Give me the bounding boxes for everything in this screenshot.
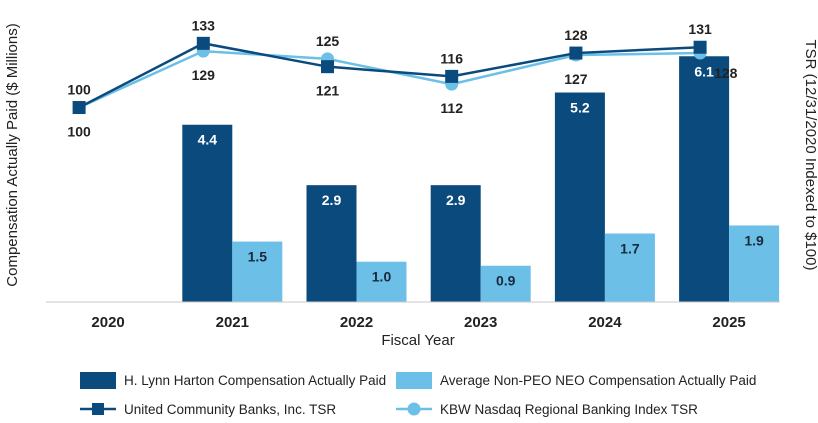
point-label-kbw-tsr-2022: 125 — [316, 33, 340, 49]
point-label-kbw-tsr-2024: 127 — [564, 71, 588, 87]
point-label-ucb-tsr-2025: 131 — [688, 21, 712, 37]
legend-label-harton-cap: H. Lynn Harton Compensation Actually Pai… — [124, 373, 386, 388]
point-label-ucb-tsr-2024: 128 — [564, 27, 588, 43]
bar-neo-2023 — [480, 265, 531, 302]
point-ucb-tsr-2024 — [569, 46, 583, 60]
x-tick-2023: 2023 — [464, 314, 497, 331]
legend-label-kbw-tsr: KBW Nasdaq Regional Banking Index TSR — [440, 402, 698, 417]
bar-harton-2024 — [554, 92, 605, 302]
bars-layer: 4.4 2.9 2.9 5.2 6.1 1.5 1.0 0.9 1.7 1.9 — [182, 56, 780, 302]
point-ucb-tsr-2020 — [72, 101, 86, 115]
bar-label-harton-2023: 2.9 — [446, 192, 466, 208]
bar-harton-2023 — [430, 185, 481, 302]
point-label-ucb-tsr-2021: 133 — [192, 17, 216, 33]
legend-marker-kbw-tsr — [396, 402, 432, 416]
point-ucb-tsr-2022 — [321, 60, 334, 74]
bar-label-harton-2024: 5.2 — [570, 100, 590, 116]
bar-label-neo-2024: 1.7 — [620, 241, 640, 257]
line-ucb-tsr — [78, 42, 701, 109]
point-label-kbw-tsr-2021: 129 — [192, 67, 216, 83]
bar-harton-2021 — [182, 124, 233, 302]
bar-label-harton-2021: 4.4 — [198, 132, 218, 148]
x-tick-2024: 2024 — [588, 314, 622, 331]
bar-neo-2024 — [604, 233, 655, 302]
lines-layer: 100 133 121 116 128 131 100 129 125 112 127 128 — [67, 17, 737, 139]
legend-label-neo-cap: Average Non-PEO NEO Compensation Actuall… — [440, 373, 756, 388]
left-axis-title: Compensation Actually Paid ($ Millions) — [4, 23, 21, 286]
bar-neo-2022 — [356, 261, 407, 302]
bar-harton-2022 — [306, 185, 357, 302]
point-ucb-tsr-2021 — [196, 36, 210, 50]
right-axis-title: TSR (12/31/2020 Indexed to $100) — [802, 40, 818, 271]
bar-label-harton-2022: 2.9 — [322, 192, 342, 208]
point-label-kbw-tsr-2020: 100 — [67, 124, 91, 140]
legend-swatch-harton-cap — [80, 372, 116, 389]
x-tick-2025: 2025 — [712, 314, 745, 331]
bar-label-neo-2025: 1.9 — [744, 232, 764, 248]
legend-swatch-neo-cap — [396, 372, 432, 389]
x-axis-title: Fiscal Year — [381, 332, 454, 349]
bar-neo-2025 — [729, 225, 780, 302]
x-tick-2022: 2022 — [340, 314, 373, 331]
x-tick-2020: 2020 — [91, 314, 124, 331]
point-label-kbw-tsr-2025: 128 — [714, 65, 738, 81]
legend-marker-ucb-tsr — [80, 403, 116, 415]
bar-label-neo-2021: 1.5 — [248, 249, 268, 265]
point-label-ucb-tsr-2023: 116 — [440, 50, 463, 66]
x-tick-labels: 2020 2021 2022 2023 2024 2025 — [91, 314, 745, 331]
bar-harton-2025 — [679, 56, 730, 302]
point-label-ucb-tsr-2022: 121 — [316, 83, 340, 99]
legend-label-ucb-tsr: United Community Banks, Inc. TSR — [124, 402, 336, 417]
point-ucb-tsr-2023 — [445, 69, 459, 83]
legend: H. Lynn Harton Compensation Actually Pai… — [80, 372, 756, 417]
point-ucb-tsr-2025 — [693, 40, 707, 54]
point-label-ucb-tsr-2020: 100 — [67, 82, 91, 98]
bar-neo-2021 — [232, 241, 283, 302]
point-label-kbw-tsr-2023: 112 — [440, 100, 463, 116]
bar-label-neo-2023: 0.9 — [496, 273, 516, 289]
bar-label-harton-2025: 6.1 — [694, 63, 714, 79]
bar-label-neo-2022: 1.0 — [372, 269, 392, 285]
x-tick-2021: 2021 — [216, 314, 249, 331]
